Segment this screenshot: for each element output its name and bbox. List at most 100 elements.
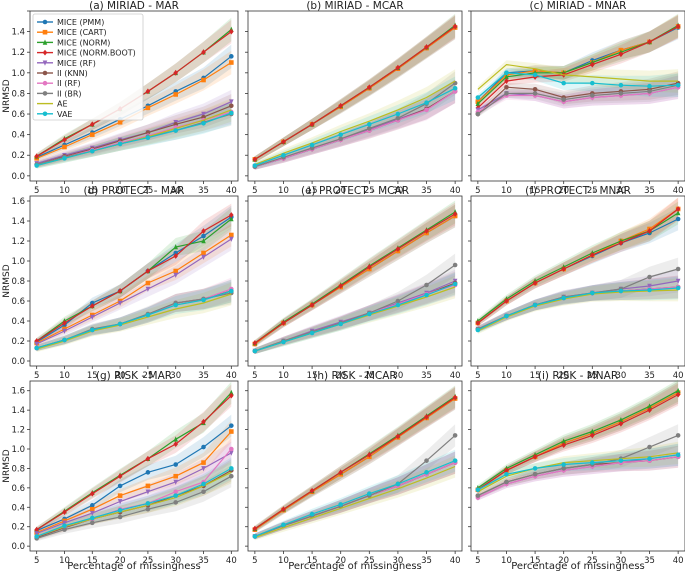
legend-label: MICE (CART)	[57, 28, 107, 37]
data-point-vae	[647, 83, 652, 89]
data-point-mice-norm-boot-	[647, 407, 652, 414]
data-point-mice-pmm-	[117, 483, 123, 489]
y-tick-label: 0.2	[11, 523, 25, 533]
series-line	[254, 87, 456, 167]
x-tick-label: 20	[558, 556, 569, 566]
x-tick-label: 30	[170, 371, 181, 381]
legend-label: MICE (NORM)	[57, 38, 110, 47]
data-point-mice-cart-	[173, 268, 179, 274]
x-tick-label: 30	[616, 371, 627, 381]
series-line	[254, 465, 456, 538]
legend-entry: MICE (CART)	[37, 28, 107, 37]
series-vae	[475, 452, 681, 493]
x-tick-label: 10	[59, 371, 70, 381]
data-point-vae	[89, 327, 95, 333]
band-mice-rf-	[36, 227, 232, 347]
data-point-mice-norm-boot-	[201, 49, 206, 56]
data-point-mice-norm-	[173, 436, 179, 442]
band-mice-rf-	[36, 89, 232, 167]
data-point-ii-br-	[647, 444, 652, 450]
x-tick-label: 35	[198, 371, 209, 381]
legend-entry: MICE (NORM.BOOT)	[37, 49, 136, 58]
band-mice-norm-boot-	[36, 19, 232, 160]
data-point-ii-rf-	[42, 80, 48, 86]
data-point-vae	[561, 80, 566, 86]
x-tick-label: 20	[115, 186, 126, 196]
x-tick-label: 35	[644, 186, 655, 196]
data-point-mice-norm-boot-	[201, 228, 206, 234]
band-mice-norm-	[36, 17, 232, 160]
data-point-vae	[201, 481, 206, 487]
y-tick-label: 1.6	[11, 197, 25, 207]
data-point-mice-norm-boot-	[424, 414, 429, 420]
subplot-title: (c) MIRIAD - MNAR	[530, 0, 627, 12]
series-line	[477, 289, 679, 332]
series-line	[36, 475, 232, 539]
band-mice-cart-	[36, 50, 232, 162]
data-point-ii-br-	[117, 514, 123, 520]
data-point-mice-rf-	[201, 254, 206, 260]
data-point-mice-norm-boot-	[173, 69, 179, 76]
data-point-vae	[173, 493, 179, 498]
data-point-vae	[62, 337, 67, 343]
subplot-title: (e) PROTECT - MCAR	[301, 185, 409, 197]
data-point-vae	[475, 327, 481, 333]
data-point-vae	[281, 339, 286, 345]
data-point-mice-norm-boot-	[201, 418, 206, 425]
band-ae	[36, 282, 232, 352]
x-tick-label: 15	[87, 371, 98, 381]
data-point-ii-br-	[532, 471, 538, 477]
data-point-vae	[504, 471, 509, 477]
data-point-ii-knn-	[532, 87, 538, 92]
data-point-mice-rf-	[173, 479, 179, 485]
series-line	[36, 290, 232, 349]
data-point-mice-norm-boot-	[675, 23, 681, 30]
data-point-vae	[561, 295, 566, 301]
legend-entry: II (BR)	[37, 89, 82, 98]
data-point-vae	[452, 85, 458, 91]
data-point-vae	[367, 122, 372, 127]
band-mice-norm-	[36, 381, 232, 533]
subplot-title: (h) RISK - MCAR	[313, 370, 396, 382]
series-vae	[34, 288, 234, 351]
data-point-mice-norm-	[229, 216, 234, 222]
y-tick-label: 0.6	[11, 484, 25, 494]
data-point-mice-norm-boot-	[34, 338, 39, 344]
data-point-ii-br-	[475, 493, 481, 498]
data-point-vae	[618, 288, 624, 294]
data-point-ii-br-	[201, 489, 206, 495]
data-point-mice-norm-	[201, 238, 206, 244]
legend-entry: MICE (NORM)	[37, 38, 110, 47]
data-point-mice-cart-	[229, 232, 234, 238]
x-tick-label: 20	[115, 371, 126, 381]
series-line	[36, 105, 232, 166]
legend-box	[32, 13, 144, 121]
data-point-mice-cart-	[117, 493, 123, 498]
series-line	[36, 293, 232, 350]
data-point-mice-rf-	[675, 278, 681, 284]
x-tick-label: 30	[393, 186, 404, 196]
data-point-vae	[424, 100, 429, 105]
legend-entry: II (RF)	[37, 79, 81, 88]
data-point-mice-pmm-	[145, 470, 151, 475]
data-point-mice-cart-	[229, 60, 234, 65]
data-point-mice-norm-boot-	[475, 320, 481, 326]
data-point-vae	[561, 462, 566, 467]
data-point-vae	[201, 121, 206, 126]
data-point-mice-norm-boot-	[338, 102, 343, 109]
data-point-vae	[504, 313, 509, 319]
series-line	[254, 460, 456, 537]
data-point-ii-knn-	[504, 84, 509, 90]
data-point-mice-pmm-	[229, 423, 234, 428]
data-point-vae	[145, 312, 151, 318]
axes-frame	[247, 10, 463, 182]
x-tick-label: 30	[170, 186, 181, 196]
x-tick-label: 25	[142, 186, 153, 196]
x-tick-label: 10	[59, 186, 70, 196]
x-tick-label: 10	[501, 556, 512, 566]
x-tick-label: 35	[198, 556, 209, 566]
band-mice-cart-	[477, 381, 679, 493]
series-vae	[475, 285, 681, 333]
y-tick-label: 0.8	[11, 277, 25, 287]
